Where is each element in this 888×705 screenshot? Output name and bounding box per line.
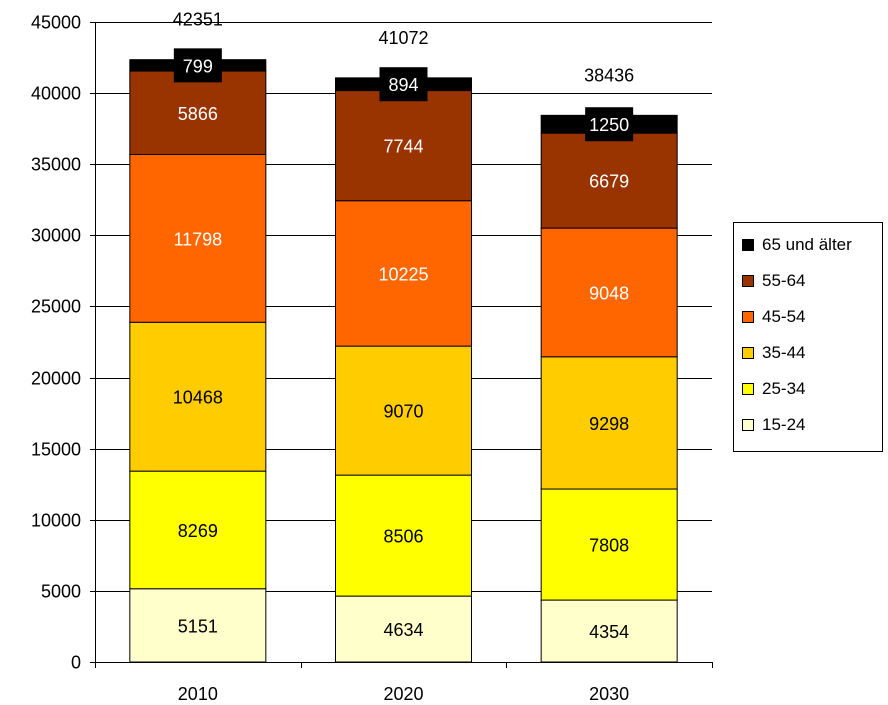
legend-swatch xyxy=(742,239,754,251)
y-tick-label: 20000 xyxy=(31,369,81,389)
total-label: 38436 xyxy=(584,65,634,85)
data-label: 8269 xyxy=(178,521,218,541)
legend-label: 55-64 xyxy=(762,271,806,290)
legend: 65 und älter 55-64 45-54 35-44 25-34 15-24 xyxy=(733,222,883,452)
data-label: 10468 xyxy=(173,388,223,408)
legend-label: 45-54 xyxy=(762,307,806,326)
y-tick-label: 10000 xyxy=(31,511,81,531)
data-label-box xyxy=(585,107,634,142)
data-label: 9048 xyxy=(589,283,629,303)
y-tick-label: 15000 xyxy=(31,440,81,460)
data-label-box xyxy=(173,48,222,83)
data-label: 8506 xyxy=(383,527,423,547)
bar-segment xyxy=(540,356,678,490)
data-label: 9298 xyxy=(589,414,629,434)
bar-segment xyxy=(540,132,678,229)
legend-item: 65 und älter xyxy=(742,233,852,257)
legend-item: 25-34 xyxy=(742,377,805,401)
total-label: 42351 xyxy=(173,10,223,30)
data-label: 799 xyxy=(183,56,213,76)
data-label: 1250 xyxy=(589,115,629,135)
bar-segment xyxy=(129,588,267,663)
legend-item: 15-24 xyxy=(742,413,805,437)
bar-segment xyxy=(129,321,267,472)
legend-label: 35-44 xyxy=(762,343,806,362)
y-tick-label: 30000 xyxy=(31,226,81,246)
y-tick-label: 5000 xyxy=(41,582,81,602)
bar-segment xyxy=(335,595,472,663)
legend-swatch xyxy=(742,383,754,395)
legend-label: 25-34 xyxy=(762,379,806,398)
data-label: 4354 xyxy=(589,622,629,642)
data-label: 9070 xyxy=(383,402,423,422)
data-label: 5866 xyxy=(178,104,218,124)
bar-segment xyxy=(540,599,678,663)
legend-swatch xyxy=(742,311,754,323)
data-label: 894 xyxy=(388,75,418,95)
bar-segment xyxy=(335,474,472,597)
y-tick-label: 45000 xyxy=(31,13,81,33)
data-label: 4634 xyxy=(383,620,423,640)
bar-segment xyxy=(335,90,472,202)
legend-swatch xyxy=(742,419,754,431)
data-label-box xyxy=(379,67,428,102)
legend-swatch xyxy=(742,275,754,287)
x-tick-label: 2020 xyxy=(383,684,423,704)
x-tick-label: 2030 xyxy=(589,684,629,704)
bar-segment xyxy=(129,470,267,590)
legend-item: 35-44 xyxy=(742,341,805,365)
legend-item: 55-64 xyxy=(742,269,805,293)
legend-label: 65 und älter xyxy=(762,235,852,254)
data-label: 5151 xyxy=(178,616,218,636)
x-tick-label: 2010 xyxy=(178,684,218,704)
bar-segment xyxy=(540,488,678,601)
bar-segment xyxy=(335,345,472,476)
y-tick-label: 0 xyxy=(71,653,81,673)
data-label: 7808 xyxy=(589,536,629,556)
y-tick-label: 25000 xyxy=(31,297,81,317)
data-label: 7744 xyxy=(383,137,423,157)
data-label: 11798 xyxy=(173,229,222,249)
bar-segment xyxy=(540,227,678,358)
legend-swatch xyxy=(742,347,754,359)
y-tick-label: 40000 xyxy=(31,84,81,104)
y-tick-label: 35000 xyxy=(31,155,81,175)
data-label: 10225 xyxy=(378,264,428,284)
data-label: 6679 xyxy=(589,172,629,192)
bar-segment xyxy=(129,153,267,323)
total-label: 41072 xyxy=(378,28,428,48)
legend-item: 45-54 xyxy=(742,305,805,329)
legend-label: 15-24 xyxy=(762,415,806,434)
bar-segment xyxy=(335,200,472,347)
